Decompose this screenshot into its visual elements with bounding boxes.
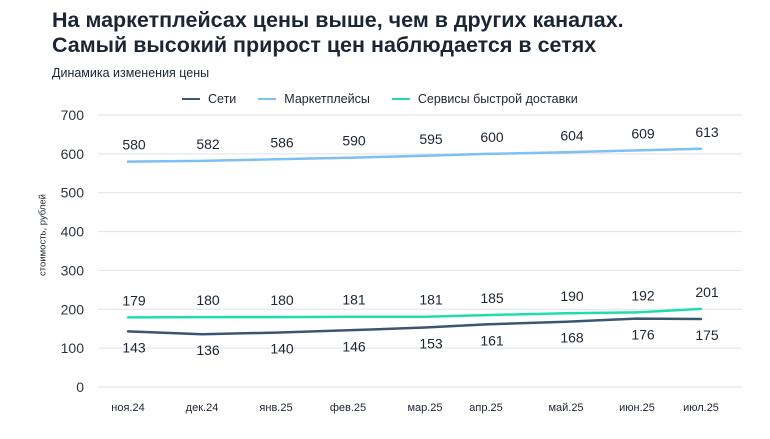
legend: Сети Маркетплейсы Сервисы быстрой достав… — [182, 92, 578, 106]
data-label-marketplaces-7: 609 — [631, 125, 655, 141]
data-label-delivery-0: 179 — [122, 292, 146, 308]
data-label-marketplaces-8: 613 — [695, 124, 719, 140]
data-label-seti-2: 140 — [270, 341, 294, 357]
series-line-marketplaces — [126, 147, 703, 163]
data-label-delivery-1: 180 — [196, 292, 220, 308]
y-tick-label-600: 600 — [61, 146, 85, 162]
x-tick-label-1: дек.24 — [186, 402, 219, 414]
data-label-delivery-3: 181 — [342, 292, 366, 308]
data-label-seti-1: 136 — [196, 342, 220, 358]
data-label-marketplaces-5: 600 — [480, 129, 504, 145]
legend-swatch-seti — [182, 97, 200, 101]
x-tick-label-0: ноя.24 — [111, 402, 144, 414]
data-label-marketplaces-0: 580 — [122, 137, 146, 153]
data-label-delivery-4: 181 — [419, 292, 443, 308]
data-label-delivery-2: 180 — [270, 292, 294, 308]
data-label-seti-6: 168 — [560, 330, 584, 346]
chart-title: На маркетплейсах цены выше, чем в других… — [52, 8, 752, 58]
data-label-marketplaces-3: 590 — [342, 133, 366, 149]
legend-item-seti: Сети — [182, 92, 236, 106]
y-tick-label-700: 700 — [61, 107, 85, 123]
series-line-delivery — [126, 307, 703, 319]
data-label-marketplaces-2: 586 — [270, 134, 294, 150]
x-tick-label-4: мар.25 — [407, 402, 442, 414]
data-label-seti-4: 153 — [419, 336, 443, 352]
x-tick-label-2: янв.25 — [259, 402, 292, 414]
data-label-marketplaces-1: 582 — [196, 136, 220, 152]
x-tick-label-8: июл.25 — [683, 402, 719, 414]
legend-label-marketplaces: Маркетплейсы — [284, 92, 370, 106]
legend-swatch-delivery — [391, 97, 410, 101]
x-tick-label-6: май.25 — [548, 402, 583, 414]
y-tick-label-400: 400 — [61, 224, 85, 240]
y-tick-label-300: 300 — [61, 262, 85, 278]
data-label-seti-0: 143 — [122, 339, 146, 355]
data-label-seti-5: 161 — [480, 332, 504, 348]
data-label-delivery-8: 201 — [695, 284, 719, 300]
legend-label-delivery: Сервисы быстрой доставки — [417, 92, 578, 106]
y-tick-label-100: 100 — [61, 340, 85, 356]
title-line-2: Самый высокий прирост цен наблюдается в … — [52, 33, 597, 57]
legend-label-seti: Сети — [208, 92, 237, 106]
chart-subtitle: Динамика изменения цены — [52, 66, 210, 80]
data-label-marketplaces-4: 595 — [419, 131, 443, 147]
y-tick-label-500: 500 — [61, 185, 85, 201]
x-tick-label-7: июн.25 — [619, 402, 655, 414]
data-label-seti-7: 176 — [631, 327, 655, 343]
data-label-marketplaces-6: 604 — [560, 127, 584, 143]
legend-item-marketplaces: Маркетплейсы — [258, 92, 370, 106]
data-label-seti-8: 175 — [695, 327, 719, 343]
legend-item-delivery: Сервисы быстрой доставки — [391, 92, 578, 106]
y-tick-label-200: 200 — [61, 301, 85, 317]
y-tick-label-0: 0 — [76, 379, 84, 395]
data-label-delivery-6: 190 — [560, 288, 584, 304]
data-label-seti-3: 146 — [342, 338, 366, 354]
legend-swatch-marketplaces — [258, 97, 277, 101]
title-line-1: На маркетплейсах цены выше, чем в других… — [52, 8, 624, 32]
x-tick-label-5: апр.25 — [469, 402, 502, 414]
data-label-delivery-7: 192 — [631, 287, 655, 303]
series-line-seti — [126, 317, 703, 336]
data-label-delivery-5: 185 — [480, 290, 504, 306]
x-tick-label-3: фев.25 — [330, 402, 366, 414]
